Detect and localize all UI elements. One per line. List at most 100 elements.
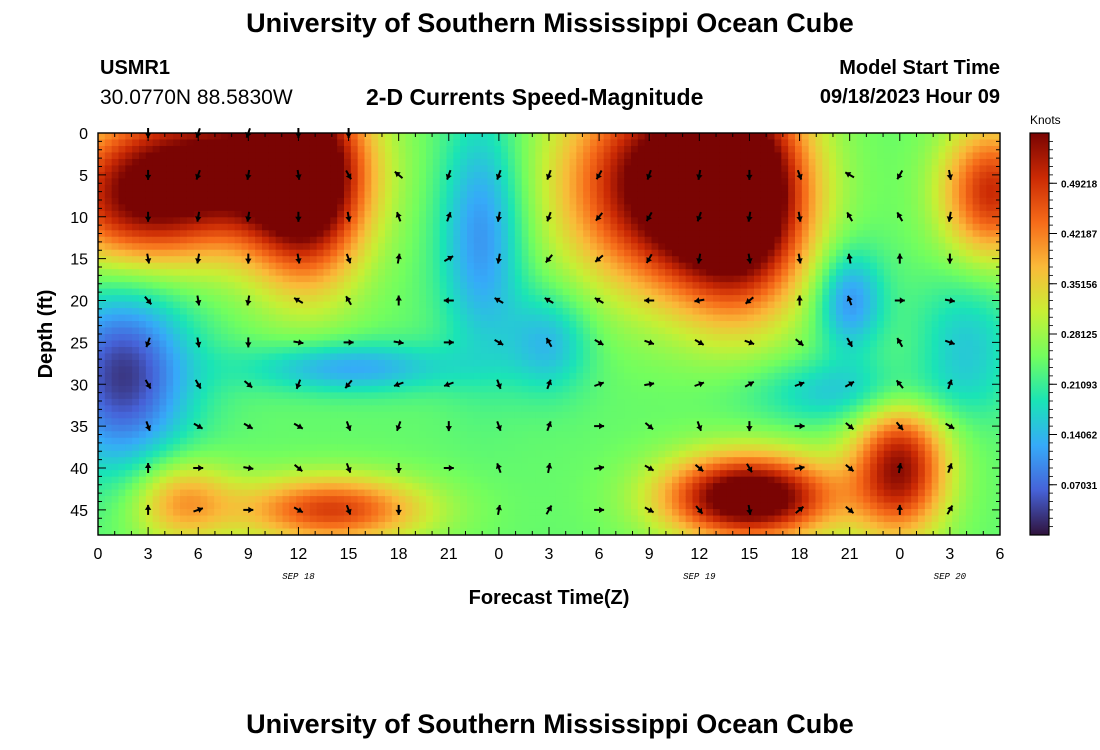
current-vector <box>744 339 755 346</box>
x-tick-label: 6 <box>194 546 203 563</box>
current-vector <box>443 464 454 472</box>
x-tick-label: 0 <box>895 546 904 563</box>
y-tick-label: 45 <box>70 503 88 520</box>
current-vector <box>696 253 703 264</box>
date-label: SEP 19 <box>683 572 716 582</box>
current-vector <box>796 211 803 222</box>
current-vector <box>243 506 254 514</box>
x-tick-label: 15 <box>340 546 358 563</box>
current-vector <box>896 462 903 474</box>
current-vector <box>946 211 953 222</box>
current-vector <box>243 422 254 430</box>
current-vector <box>644 464 655 472</box>
current-vector <box>795 505 805 514</box>
current-vector <box>545 462 553 474</box>
current-vector <box>445 421 452 432</box>
current-vector <box>746 463 753 473</box>
current-vector <box>345 211 352 222</box>
current-vector <box>594 464 605 472</box>
current-vector <box>595 170 603 180</box>
current-vector <box>443 381 454 388</box>
current-vector <box>345 295 352 306</box>
current-vector <box>245 169 252 180</box>
current-vector <box>495 504 502 515</box>
colorbar-tick-label: 0.14062 <box>1061 431 1098 442</box>
current-vector <box>696 421 703 432</box>
current-vector <box>395 463 402 473</box>
current-vector <box>293 506 304 514</box>
x-axis-title: Forecast Time(Z) <box>469 587 630 609</box>
footer-title: University of Southern Mississippi Ocean… <box>246 709 854 739</box>
current-vector <box>545 505 553 515</box>
current-vector <box>495 462 502 474</box>
current-vector <box>594 297 604 304</box>
current-vector <box>495 169 502 180</box>
current-vector <box>195 169 202 180</box>
current-vector <box>796 169 803 180</box>
date-label: SEP 18 <box>282 572 315 582</box>
current-vector <box>844 380 855 388</box>
current-vector <box>343 339 354 346</box>
current-vector <box>796 295 803 306</box>
current-vector <box>395 211 402 222</box>
x-tick-label: 3 <box>945 546 954 563</box>
current-vector <box>243 380 253 389</box>
current-vector <box>946 169 953 180</box>
current-vector <box>594 339 604 346</box>
current-vector <box>195 211 202 222</box>
current-vector <box>144 379 152 390</box>
current-vector <box>645 211 653 222</box>
current-vector <box>946 379 953 390</box>
current-vector <box>896 253 903 264</box>
x-tick-label: 6 <box>595 546 604 563</box>
y-tick-label: 40 <box>70 461 88 478</box>
current-vector <box>344 379 353 389</box>
current-vector <box>144 296 153 305</box>
x-tick-label: 9 <box>645 546 654 563</box>
current-vector <box>293 464 303 472</box>
current-vector <box>845 505 855 514</box>
current-vector <box>644 506 655 514</box>
current-vector <box>546 421 552 432</box>
current-vector <box>495 421 502 432</box>
y-tick-label: 20 <box>70 294 88 311</box>
current-vector <box>546 211 552 222</box>
current-vector <box>194 379 202 390</box>
current-vector <box>946 253 954 264</box>
y-tick-label: 0 <box>79 126 88 143</box>
x-tick-label: 6 <box>996 546 1005 563</box>
current-vector <box>193 506 204 513</box>
current-vector <box>443 297 454 304</box>
current-vectors <box>144 127 955 515</box>
x-tick-label: 0 <box>94 546 103 563</box>
y-tick-label: 30 <box>70 377 88 394</box>
x-tick-label: 3 <box>144 546 153 563</box>
current-vector <box>746 421 753 432</box>
current-vector <box>944 297 955 304</box>
axes: 0 3 6 9 12 15 18 21 0 3 6 9 12 15 18 21 0 3 6 SEP 18 SEP 19 S… <box>70 126 1004 582</box>
y-tick-label: 35 <box>70 419 88 436</box>
current-vector <box>694 297 705 304</box>
current-vector <box>545 254 553 264</box>
x-tick-label: 21 <box>440 546 458 563</box>
current-vector <box>546 169 552 180</box>
current-vector <box>694 339 705 346</box>
current-vector <box>295 211 302 222</box>
current-vector <box>595 212 604 222</box>
current-vector <box>696 169 703 180</box>
current-vector <box>594 381 605 388</box>
current-vector <box>644 339 655 346</box>
current-vector <box>395 504 402 515</box>
current-vector <box>546 379 552 390</box>
colorbar-tick-label: 0.35156 <box>1061 280 1098 291</box>
station-id: USMR1 <box>100 57 171 79</box>
y-tick-label: 15 <box>70 252 88 269</box>
current-vector <box>544 297 554 304</box>
current-vector <box>545 337 553 348</box>
current-vector <box>293 422 304 430</box>
current-vector <box>345 421 352 432</box>
current-vector <box>644 297 655 304</box>
current-vector <box>395 295 402 306</box>
current-vector <box>144 211 152 222</box>
